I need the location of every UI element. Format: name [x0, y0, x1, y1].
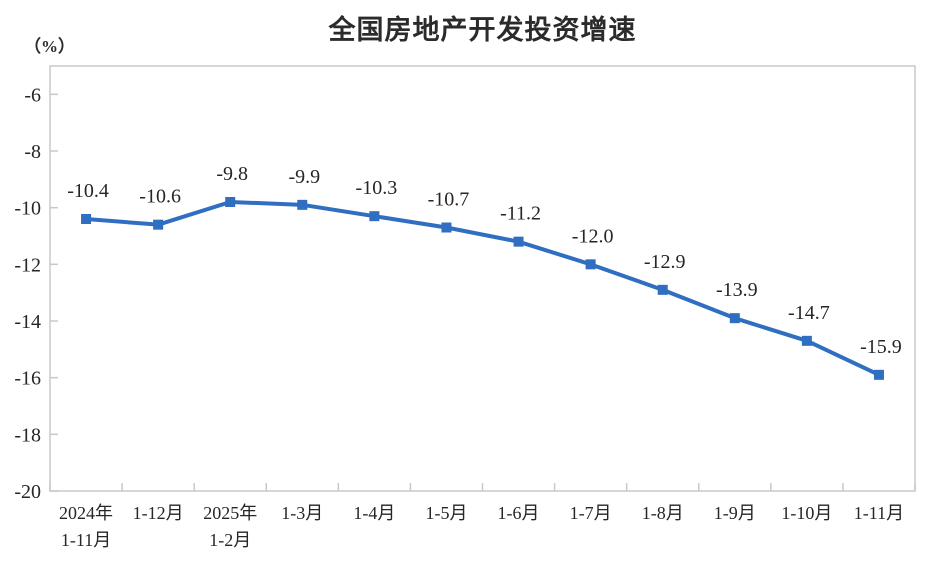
x-axis-category-label: 1-8月 — [642, 503, 684, 523]
data-point-marker — [657, 284, 668, 295]
x-axis-category-label: 1-11月 — [854, 503, 904, 523]
data-point-label: -13.9 — [716, 279, 758, 301]
x-axis-category-label: 2025年 — [203, 503, 257, 523]
chart-title: 全国房地产开发投资增速 — [328, 15, 637, 45]
data-point-marker — [729, 313, 740, 324]
x-axis-category-label: 1-11月 — [61, 530, 111, 550]
data-point-label: -10.4 — [67, 180, 109, 202]
y-axis-tick-label: -6 — [24, 84, 41, 106]
data-point-marker — [513, 236, 524, 247]
data-point-marker — [225, 197, 236, 207]
x-axis-category-label: 2024年 — [59, 503, 113, 523]
y-axis-tick-label: -18 — [14, 424, 41, 446]
y-axis-tick-label: -10 — [14, 198, 41, 220]
x-axis-category-label: 1-6月 — [498, 503, 540, 523]
data-point-marker — [81, 214, 92, 224]
data-point-label: -10.7 — [428, 189, 470, 211]
y-axis-tick-label: -16 — [14, 368, 41, 390]
y-axis-tick-label: -14 — [14, 311, 41, 333]
y-axis-tick-label: -8 — [24, 141, 41, 163]
data-point-marker — [369, 211, 380, 222]
data-point-marker — [873, 369, 884, 380]
plot-border — [49, 65, 916, 492]
x-axis-category-label: 1-7月 — [570, 503, 612, 523]
data-point-label: -15.9 — [860, 336, 902, 358]
data-point-marker — [801, 335, 812, 346]
x-axis-category-label: 1-12月 — [133, 503, 184, 523]
x-axis-category-label: 1-5月 — [425, 503, 467, 523]
x-axis-category-label: 1-2月 — [209, 530, 251, 550]
data-point-label: -11.2 — [500, 203, 541, 225]
data-point-label: -12.0 — [572, 225, 614, 247]
data-point-label: -9.8 — [216, 163, 248, 185]
data-point-marker — [441, 222, 452, 233]
data-point-label: -9.9 — [288, 166, 320, 188]
x-axis-category-label: 1-9月 — [714, 503, 756, 523]
data-point-marker — [297, 199, 308, 210]
data-series-line — [84, 200, 881, 377]
y-axis-tick-label: -20 — [14, 481, 41, 503]
data-point-label: -10.6 — [139, 186, 181, 208]
y-axis-tick-label: -12 — [14, 254, 41, 276]
x-axis-category-label: 1-4月 — [353, 503, 395, 523]
data-point-marker — [585, 259, 596, 270]
data-point-marker — [153, 219, 164, 230]
data-point-label: -12.9 — [644, 251, 686, 273]
data-point-label: -14.7 — [788, 302, 830, 324]
x-axis-category-label: 1-10月 — [781, 503, 832, 523]
data-point-label: -10.3 — [356, 177, 398, 199]
x-axis-category-label: 1-3月 — [281, 503, 323, 523]
y-axis-unit-label: （%） — [24, 37, 75, 56]
